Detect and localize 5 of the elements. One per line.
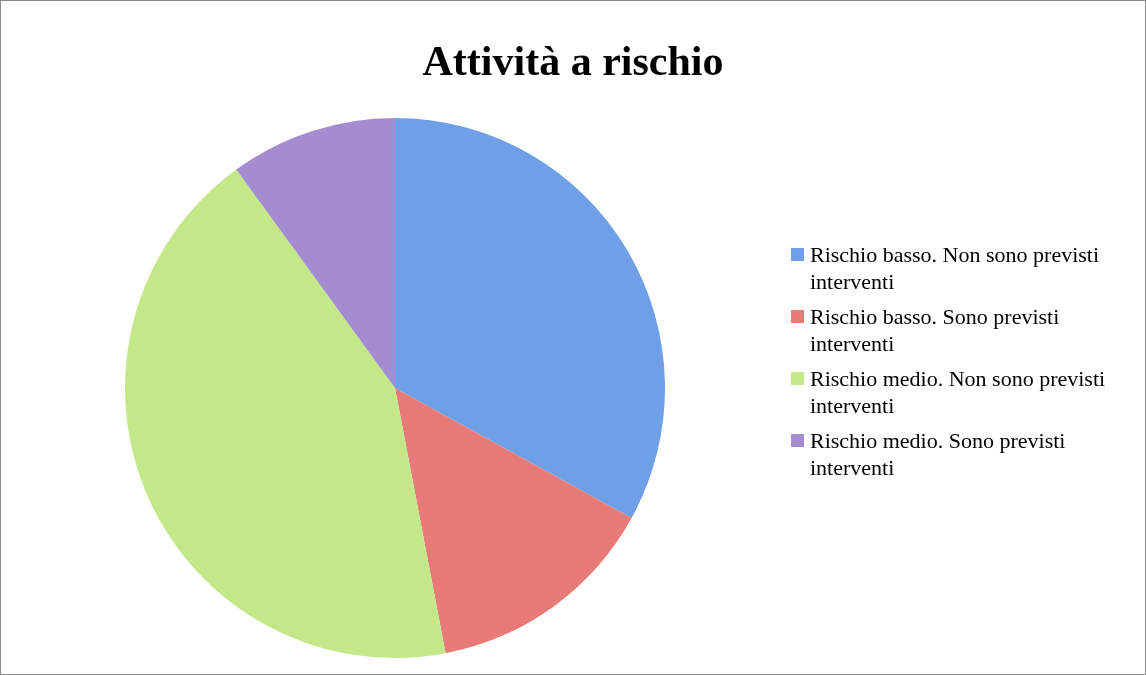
legend-label: Rischio medio. Non sono previsti interventi [810, 365, 1107, 419]
legend-label: Rischio basso. Non sono previsti interventi [810, 241, 1101, 295]
legend-label: Rischio basso. Sono previsti interventi [810, 303, 1061, 357]
legend-label: Rischio medio. Sono previsti interventi [810, 427, 1067, 481]
chart-title: Attività a rischio [421, 37, 725, 85]
